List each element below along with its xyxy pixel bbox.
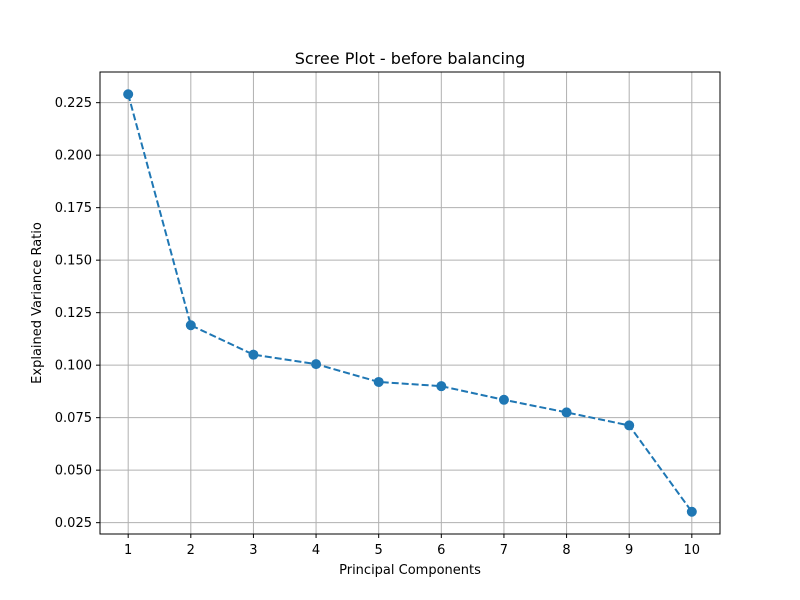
y-tick-label: 0.200	[55, 149, 92, 164]
x-tick-label: 9	[625, 543, 633, 558]
data-point	[686, 506, 697, 517]
data-point	[248, 349, 259, 360]
x-tick-label: 1	[124, 543, 132, 558]
y-tick-label: 0.075	[55, 411, 92, 426]
y-tick-label: 0.050	[55, 464, 92, 479]
plot-frame	[99, 71, 721, 535]
series-line	[127, 93, 693, 513]
y-tick-label: 0.100	[55, 359, 92, 374]
series-layer	[123, 89, 697, 517]
y-tick-label: 0.125	[55, 306, 92, 321]
grid-lines	[100, 72, 720, 534]
x-tick-label: 5	[375, 543, 383, 558]
axis-ticks: 1 2 3 4 5 6 7 8 9 10 0.025 0.050 0.075 0.100 0.125 0.15…	[55, 96, 700, 558]
x-tick-label: 2	[187, 543, 195, 558]
chart-title: Scree Plot - before balancing	[295, 49, 526, 68]
x-axis-label: Principal Components	[339, 563, 481, 578]
x-tick-label: 4	[312, 543, 320, 558]
data-point	[373, 376, 384, 387]
data-point	[498, 394, 509, 405]
y-tick-label: 0.150	[55, 254, 92, 269]
data-point	[311, 359, 322, 370]
data-point	[624, 420, 635, 431]
data-point	[561, 407, 572, 418]
data-point	[436, 381, 447, 392]
data-point	[185, 320, 196, 331]
x-tick-label: 10	[684, 543, 701, 558]
data-point	[123, 89, 134, 100]
x-tick-label: 8	[562, 543, 570, 558]
y-tick-label: 0.025	[55, 516, 92, 531]
y-tick-label: 0.175	[55, 201, 92, 216]
x-tick-label: 7	[500, 543, 508, 558]
y-axis-label: Explained Variance Ratio	[30, 222, 45, 384]
x-tick-label: 6	[437, 543, 445, 558]
x-tick-label: 3	[249, 543, 257, 558]
y-tick-label: 0.225	[55, 96, 92, 111]
